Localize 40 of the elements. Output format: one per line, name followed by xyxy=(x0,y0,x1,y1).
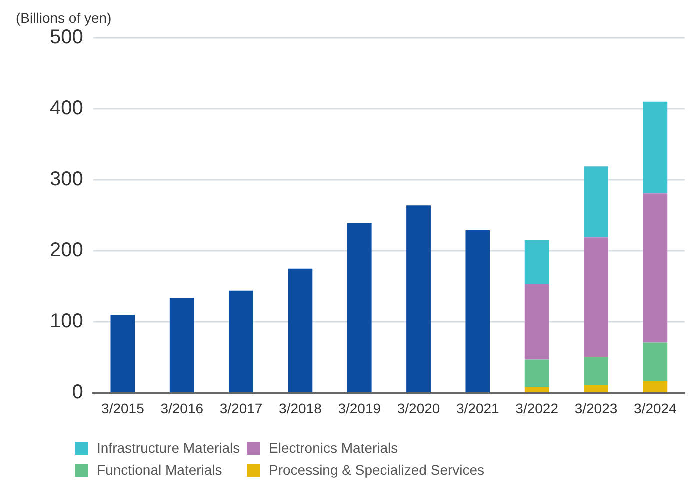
bar xyxy=(643,102,668,194)
bar xyxy=(524,240,550,285)
y-tick-label: 400 xyxy=(50,98,84,120)
bar xyxy=(466,230,490,393)
bar xyxy=(584,356,608,386)
legend-label: Processing & Specialized Services xyxy=(269,462,485,478)
bar xyxy=(643,194,668,343)
bar xyxy=(584,385,608,393)
bar xyxy=(524,284,550,360)
legend-label: Electronics Materials xyxy=(269,440,398,456)
bar xyxy=(347,223,372,393)
y-tick-label: 300 xyxy=(50,168,84,191)
x-tick-label: 3/2022 xyxy=(516,400,559,416)
bar xyxy=(229,290,254,393)
y-tick-label: 500 xyxy=(50,26,84,49)
x-tick-label: 3/2019 xyxy=(338,400,382,416)
y-tick-label: 200 xyxy=(50,240,84,262)
bar xyxy=(643,342,668,382)
legend-label: Functional Materials xyxy=(97,462,222,478)
x-tick-label: 3/2024 xyxy=(634,400,678,416)
bar xyxy=(584,238,608,357)
legend-label: Infrastructure Materials xyxy=(97,440,240,456)
x-tick-label: 3/2017 xyxy=(220,400,263,416)
bar xyxy=(524,360,550,388)
bar xyxy=(288,268,313,393)
y-axis-title: (Billions of yen) xyxy=(16,10,112,26)
x-tick-label: 3/2021 xyxy=(456,400,500,416)
bar xyxy=(584,166,608,238)
bar xyxy=(524,388,550,393)
bar xyxy=(110,315,136,393)
bar xyxy=(643,381,668,393)
bar xyxy=(170,298,194,393)
bar xyxy=(406,206,431,393)
x-tick-label: 3/2015 xyxy=(102,400,145,416)
x-tick-label: 3/2023 xyxy=(574,400,618,416)
x-tick-label: 3/2020 xyxy=(397,400,440,416)
y-tick-label: 100 xyxy=(50,310,84,333)
x-tick-label: 3/2016 xyxy=(160,400,204,416)
y-tick-label: 0 xyxy=(72,382,84,404)
x-tick-label: 3/2018 xyxy=(279,400,322,416)
